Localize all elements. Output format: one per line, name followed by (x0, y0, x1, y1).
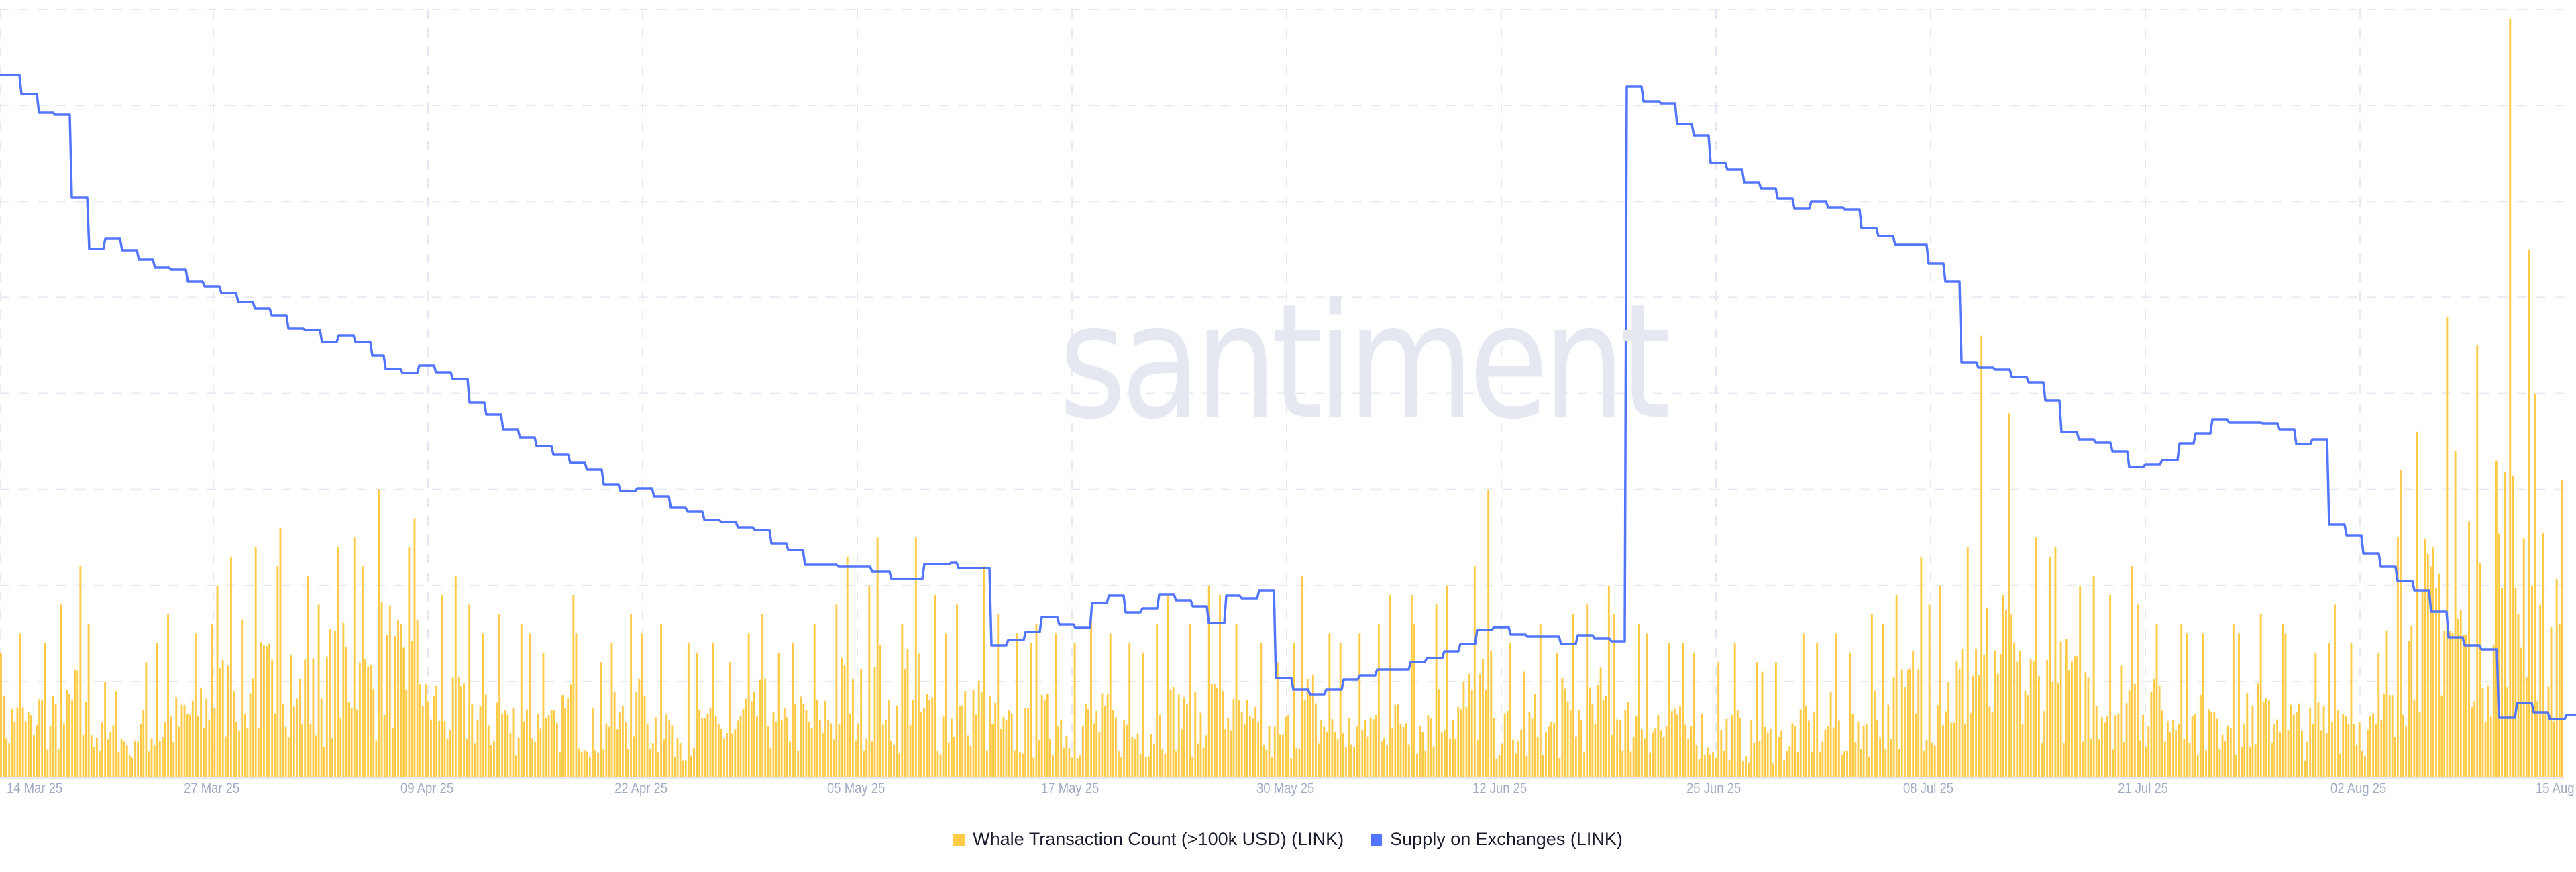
legend-swatch-blue-icon (1371, 833, 1383, 846)
x-tick-label: 22 Apr 25 (614, 781, 668, 796)
x-tick-label: 21 Jul 25 (2118, 781, 2169, 796)
x-tick-label: 17 May 25 (1041, 781, 1099, 796)
legend-label: Supply on Exchanges (LINK) (1390, 829, 1623, 849)
chart-legend: Whale Transaction Count (>100k USD) (LIN… (0, 829, 2576, 850)
legend-label: Whale Transaction Count (>100k USD) (LIN… (973, 829, 1344, 849)
x-tick-label: 12 Jun 25 (1472, 781, 1527, 796)
legend-item-supply-on-exchanges[interactable]: Supply on Exchanges (LINK) (1371, 829, 1623, 850)
x-tick-label: 14 Mar 25 (7, 781, 63, 796)
legend-swatch-yellow-icon (953, 833, 965, 846)
whale-transaction-bars (0, 19, 2563, 778)
legend-item-whale-transaction-count[interactable]: Whale Transaction Count (>100k USD) (LIN… (953, 829, 1344, 850)
x-tick-label: 27 Mar 25 (184, 781, 240, 796)
x-tick-label: 25 Jun 25 (1686, 781, 1741, 796)
supply-on-exchanges-line (0, 74, 2576, 720)
x-tick-label: 05 May 25 (827, 781, 885, 796)
x-tick-label: 02 Aug 25 (2330, 781, 2387, 796)
x-tick-label: 09 Apr 25 (400, 781, 454, 796)
x-tick-label: 08 Jul 25 (1903, 781, 1954, 796)
x-tick-label: 15 Aug 25 (2536, 781, 2576, 796)
x-tick-label: 30 May 25 (1256, 781, 1315, 796)
